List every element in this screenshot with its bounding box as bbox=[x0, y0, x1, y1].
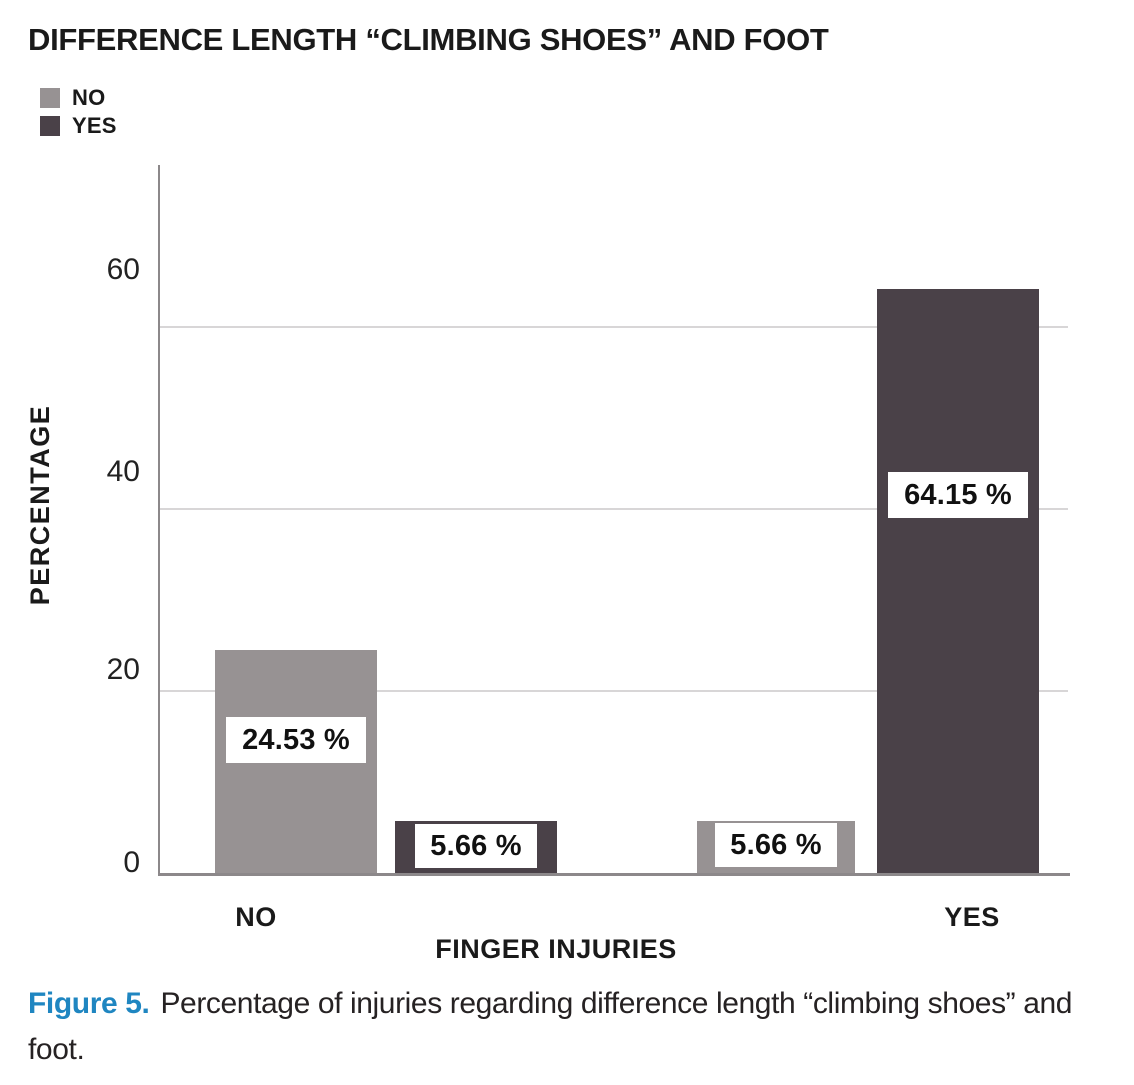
chart-title: DIFFERENCE LENGTH “CLIMBING SHOES” AND F… bbox=[28, 22, 829, 57]
value-label-no-yes: 5.66 % bbox=[415, 824, 537, 868]
legend-label-yes: YES bbox=[72, 113, 117, 138]
y-tick-label-20: 20 bbox=[106, 653, 140, 686]
legend-swatch-yes bbox=[40, 116, 60, 136]
value-label-no-no: 24.53 % bbox=[226, 717, 366, 763]
figure-caption-label: Figure 5. bbox=[28, 987, 150, 1020]
value-label-yes-yes: 64.15 % bbox=[888, 472, 1028, 518]
bar-yes-yes bbox=[877, 289, 1039, 873]
figure-caption: Figure 5. Percentage of injuries regardin… bbox=[28, 981, 1110, 1073]
gridline-20 bbox=[160, 690, 1068, 692]
legend-item-no: NO bbox=[40, 85, 117, 110]
y-axis-line bbox=[158, 165, 160, 876]
x-category-label-yes: YES bbox=[944, 902, 1000, 932]
value-label-yes-no: 5.66 % bbox=[715, 823, 837, 867]
figure-caption-text: Percentage of injuries regarding differe… bbox=[28, 987, 1073, 1066]
legend-item-yes: YES bbox=[40, 113, 117, 138]
y-tick-label-60: 60 bbox=[106, 253, 140, 286]
x-axis-title: FINGER INJURIES bbox=[435, 934, 677, 964]
x-axis-line bbox=[158, 873, 1070, 876]
y-tick-label-0: 0 bbox=[123, 846, 140, 879]
y-tick-label-40: 40 bbox=[106, 455, 140, 488]
legend-label-no: NO bbox=[72, 85, 106, 110]
legend-swatch-no bbox=[40, 88, 60, 108]
x-category-label-no: NO bbox=[235, 902, 277, 932]
gridline-60 bbox=[160, 326, 1068, 328]
legend: NO YES bbox=[40, 85, 117, 144]
gridline-40 bbox=[160, 508, 1068, 510]
